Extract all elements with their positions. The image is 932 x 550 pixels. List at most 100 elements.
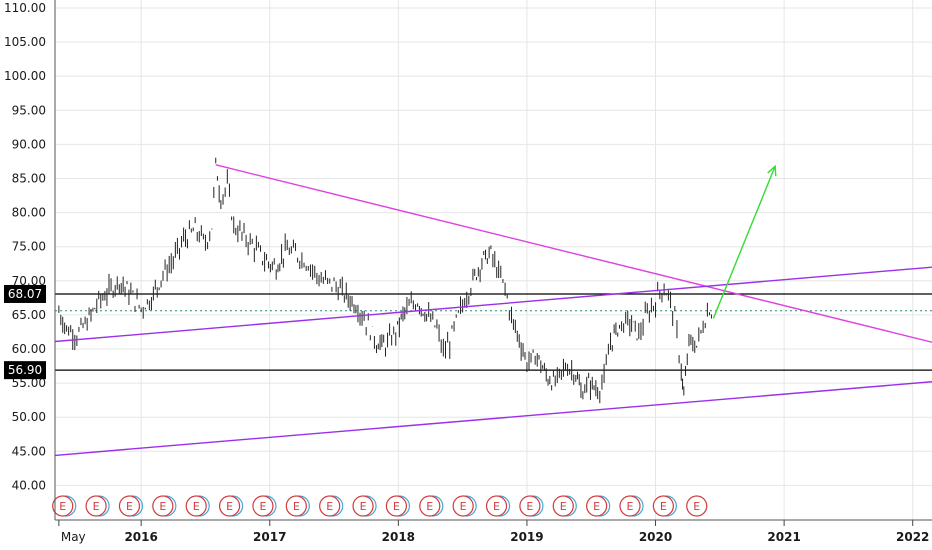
earnings-ring xyxy=(285,495,307,517)
y-tick-label: 65.00 xyxy=(12,308,46,322)
horizontal-levels xyxy=(55,293,932,371)
earnings-marker: E xyxy=(52,495,77,517)
y-tick-label: 40.00 xyxy=(12,478,46,492)
y-tick-label: 95.00 xyxy=(12,103,46,117)
earnings-marker: E xyxy=(652,495,677,517)
earnings-glyph: E xyxy=(59,500,66,513)
earnings-ring xyxy=(552,495,574,517)
earnings-ring xyxy=(185,495,207,517)
trendline-2 xyxy=(54,381,932,457)
earnings-glyph: E xyxy=(159,500,166,513)
price-tag-box xyxy=(4,361,46,380)
x-tick-label: 2020 xyxy=(639,530,672,544)
earnings-glyph: E xyxy=(193,500,200,513)
earnings-glyph: E xyxy=(526,500,533,513)
earnings-ring xyxy=(452,495,474,517)
y-tick-label: 55.00 xyxy=(12,376,46,390)
y-tick-label: 85.00 xyxy=(12,172,46,186)
earnings-marker: E xyxy=(619,495,644,517)
earnings-ring xyxy=(619,495,641,517)
earnings-glyph: E xyxy=(593,500,600,513)
arrow-head xyxy=(767,164,777,177)
earnings-marker: E xyxy=(285,495,310,517)
earnings-glyph: E xyxy=(460,500,467,513)
projection-arrow xyxy=(712,164,777,319)
trendline-0 xyxy=(215,164,932,343)
earnings-ring xyxy=(352,495,374,517)
earnings-ring xyxy=(419,495,441,517)
earnings-marker: E xyxy=(152,495,177,517)
earnings-ring xyxy=(118,495,141,517)
y-tick-label: 45.00 xyxy=(12,444,46,458)
earnings-marker: E xyxy=(452,495,477,517)
earnings-ring xyxy=(652,495,674,517)
earnings-marker: E xyxy=(85,495,110,517)
earnings-marker: E xyxy=(686,495,708,517)
earnings-glyph: E xyxy=(326,500,333,513)
earnings-ring xyxy=(586,495,608,517)
earnings-ring xyxy=(319,495,341,517)
earnings-glyph: E xyxy=(293,500,300,513)
earnings-ring xyxy=(519,495,541,517)
price-tag-0: 68.07 xyxy=(4,284,46,303)
y-tick-label: 80.00 xyxy=(12,206,46,220)
x-tick-label: May xyxy=(61,530,86,544)
grid-lines xyxy=(55,0,932,520)
y-tick-label: 75.00 xyxy=(12,240,46,254)
earnings-glyph: E xyxy=(560,500,567,513)
earnings-marker: E xyxy=(118,495,144,517)
y-tick-label: 105.00 xyxy=(4,35,46,49)
earnings-glyph: E xyxy=(360,500,367,513)
earnings-glyph: E xyxy=(627,500,634,513)
x-tick-label: 2022 xyxy=(896,530,929,544)
y-axis: 110.00 105.00 100.00 95.00 90.00 85.00 80.00 75… xyxy=(4,0,56,520)
x-tick-label: 2018 xyxy=(382,530,415,544)
earnings-glyph: E xyxy=(426,500,433,513)
price-tag-box xyxy=(4,284,46,303)
earnings-glyph: E xyxy=(660,500,667,513)
earnings-ring xyxy=(485,495,508,517)
earnings-marker: E xyxy=(519,495,544,517)
y-tick-label: 100.00 xyxy=(4,69,46,83)
earnings-glyph: E xyxy=(126,500,133,513)
earnings-marker: E xyxy=(319,495,344,517)
earnings-glyph: E xyxy=(493,500,500,513)
earnings-ring xyxy=(385,495,408,517)
earnings-ring xyxy=(686,495,708,517)
earnings-marker: E xyxy=(218,495,244,517)
y-tick-label: 70.00 xyxy=(12,274,46,288)
earnings-marker: E xyxy=(586,495,611,517)
price-tag-1: 56.90 xyxy=(4,361,46,380)
earnings-glyph: E xyxy=(259,500,266,513)
earnings-glyph: E xyxy=(93,500,100,513)
earnings-ring xyxy=(252,495,274,517)
earnings-glyph: E xyxy=(226,500,233,513)
x-tick-label: 2017 xyxy=(253,530,286,544)
trendlines xyxy=(54,164,932,457)
earnings-ring xyxy=(52,495,74,517)
price-tag-label: 68.07 xyxy=(8,287,42,301)
arrow-shaft xyxy=(712,165,776,319)
price-tag-label: 56.90 xyxy=(8,363,42,377)
x-tick-label: 2021 xyxy=(767,530,800,544)
earnings-marker: E xyxy=(352,495,377,517)
earnings-glyph: E xyxy=(693,500,700,513)
x-axis: May 2016 2017 2018 2019 2020 2021 2022 xyxy=(55,519,932,544)
earnings-ring xyxy=(218,495,241,517)
y-tick-label: 110.00 xyxy=(4,1,46,15)
earnings-marker: E xyxy=(552,495,577,517)
earnings-marker: E xyxy=(185,495,210,517)
earnings-ring xyxy=(85,495,107,517)
y-tick-label: 60.00 xyxy=(12,342,46,356)
trendline-1 xyxy=(54,266,932,343)
x-tick-label: 2016 xyxy=(124,530,157,544)
earnings-marker: E xyxy=(252,495,277,517)
earnings-marker: E xyxy=(419,495,444,517)
earnings-marker: E xyxy=(385,495,411,517)
price-tags: 68.07 56.90 xyxy=(4,284,46,380)
y-tick-label: 90.00 xyxy=(12,137,46,151)
earnings-ring xyxy=(152,495,174,517)
earnings-glyph: E xyxy=(393,500,400,513)
